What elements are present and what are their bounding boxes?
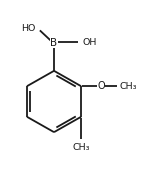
Text: OH: OH [83,38,97,47]
Text: CH₃: CH₃ [72,143,90,152]
Text: O: O [97,82,105,91]
Text: B: B [51,38,58,48]
Text: CH₃: CH₃ [120,82,137,91]
Text: HO: HO [21,24,36,33]
